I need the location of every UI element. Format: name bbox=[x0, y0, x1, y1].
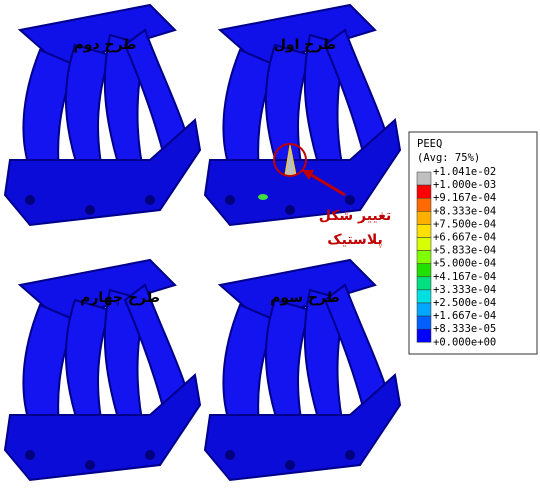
legend-label: +8.333e-05 bbox=[433, 323, 496, 335]
panel-label: طرح سوم bbox=[270, 290, 340, 306]
legend-label: +3.333e-04 bbox=[433, 284, 496, 296]
panel-label: طرح دوم bbox=[73, 37, 136, 53]
legend-swatch bbox=[417, 198, 431, 211]
deformation-spot bbox=[258, 194, 268, 200]
legend-label: +5.000e-04 bbox=[433, 258, 496, 270]
page: طرح دوم طرح اول طرح چهارم طرح سوم تغییر … bbox=[0, 0, 540, 493]
legend-swatch bbox=[417, 224, 431, 237]
legend-swatch bbox=[417, 316, 431, 329]
legend-swatch bbox=[417, 303, 431, 316]
legend-label: +6.667e-04 bbox=[433, 232, 496, 244]
legend-swatch bbox=[417, 238, 431, 251]
legend-label: +2.500e-04 bbox=[433, 297, 496, 309]
legend-swatch bbox=[417, 211, 431, 224]
legend-label: +8.333e-04 bbox=[433, 205, 496, 217]
legend-swatch bbox=[417, 185, 431, 198]
legend-label: +1.000e-03 bbox=[433, 179, 496, 191]
legend-swatch bbox=[417, 251, 431, 264]
legend-label: +4.167e-04 bbox=[433, 271, 496, 283]
panel-label: طرح اول bbox=[274, 37, 337, 53]
legend-label: +9.167e-04 bbox=[433, 192, 496, 204]
figure: طرح دوم طرح اول طرح چهارم طرح سوم تغییر … bbox=[0, 0, 540, 489]
annotation: تغییر شکل bbox=[319, 208, 392, 224]
legend-swatch bbox=[417, 172, 431, 185]
legend-label: +5.833e-04 bbox=[433, 245, 496, 257]
legend-label: +1.667e-04 bbox=[433, 310, 496, 322]
legend-label: +0.000e+00 bbox=[433, 336, 496, 348]
legend-swatch bbox=[417, 329, 431, 342]
legend-swatch bbox=[417, 290, 431, 303]
legend-swatch bbox=[417, 264, 431, 277]
legend-label: +1.041e-02 bbox=[433, 166, 496, 178]
panel-label: طرح چهارم bbox=[80, 290, 160, 306]
annotation: پلاستیک bbox=[327, 232, 382, 248]
legend-swatch bbox=[417, 277, 431, 290]
legend-subtitle: (Avg: 75%) bbox=[417, 152, 480, 164]
legend-label: +7.500e-04 bbox=[433, 218, 496, 230]
legend-title: PEEQ bbox=[417, 138, 442, 150]
